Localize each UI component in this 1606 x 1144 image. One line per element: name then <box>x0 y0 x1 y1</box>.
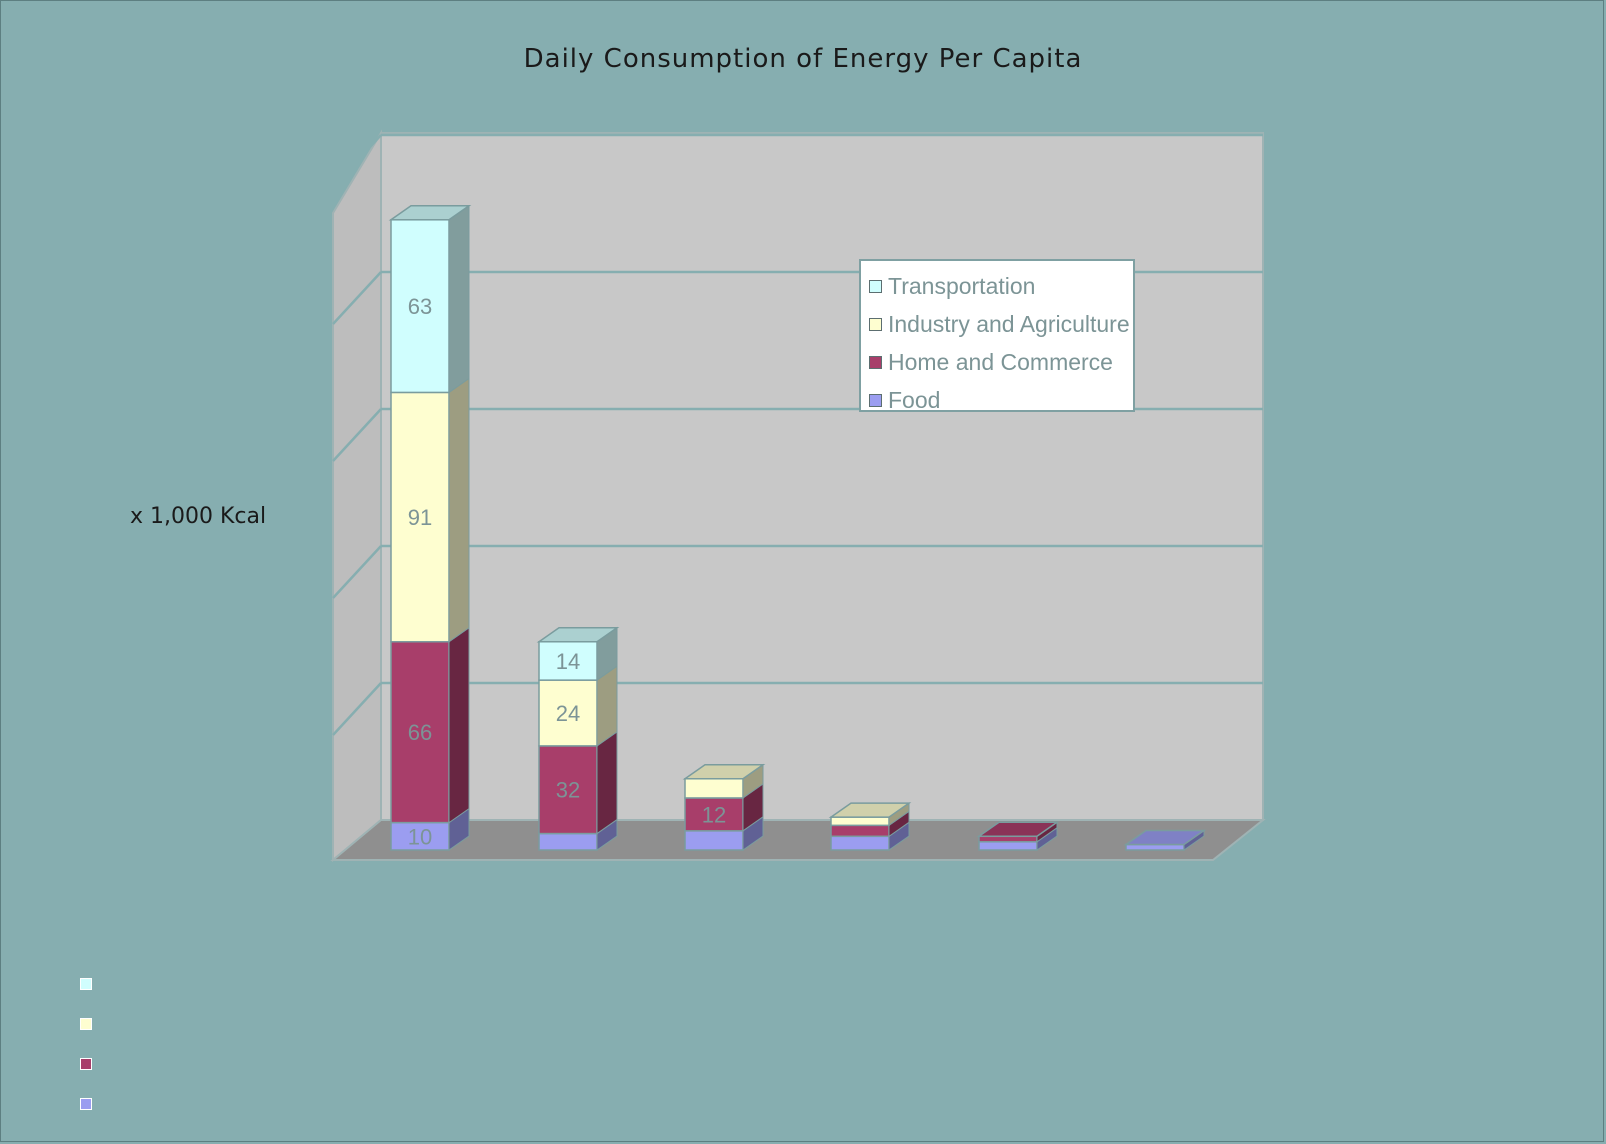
legend-swatch <box>869 317 882 331</box>
bar-segment: 12 <box>684 782 764 832</box>
plot-walls <box>330 129 1266 863</box>
legend-entry: Home and Commerce <box>869 343 1133 381</box>
legend-label: Home and Commerce <box>888 348 1113 375</box>
bar-segment: 66 <box>390 626 470 824</box>
bar-stacks: 10 66 91 63 32 24 14 12 <box>388 204 1207 851</box>
legend-key-swatch <box>80 1058 92 1070</box>
bar-top <box>682 764 766 780</box>
bar-top <box>1123 829 1207 846</box>
bar-segment-front <box>684 830 744 851</box>
bar-top <box>536 627 620 643</box>
bar-segment: 14 <box>538 626 618 682</box>
gridline-side <box>332 134 382 188</box>
legend-label: Industry and Agriculture <box>888 310 1130 337</box>
bar-segment <box>830 821 910 851</box>
bar-segment-side <box>596 730 618 835</box>
bar-segment-front <box>390 391 450 643</box>
bar-segment-front <box>1125 843 1185 851</box>
bar-segment: 32 <box>538 730 618 835</box>
data-label: 91 <box>408 505 432 530</box>
bar-segment-front <box>830 824 890 838</box>
legend-swatch <box>869 393 882 407</box>
plot-floor <box>330 819 1266 861</box>
legend-swatch <box>869 355 882 369</box>
legend-key-swatch <box>80 1018 92 1030</box>
legend: Transportation Industry and Agriculture Ho… <box>859 259 1135 413</box>
bar-segment: 91 <box>390 377 470 643</box>
legend-entry: Transportation <box>869 267 1133 305</box>
legend-label: Food <box>888 386 941 413</box>
bar-segment: 24 <box>538 665 618 747</box>
bar-segment: 63 <box>390 204 470 394</box>
legend-swatch <box>869 279 882 293</box>
data-label: 10 <box>408 824 432 849</box>
legend-label: Transportation <box>888 272 1036 299</box>
gridline-side <box>332 271 382 325</box>
data-label: 12 <box>702 802 726 827</box>
bar-segment-side <box>448 204 470 394</box>
bar-segment <box>538 818 618 851</box>
legend-key-swatch <box>80 978 92 990</box>
data-label: 14 <box>556 649 580 674</box>
bar-segment-side <box>448 377 470 643</box>
bar-segment <box>684 815 764 851</box>
gridline-side <box>332 682 382 736</box>
plot-side-wall <box>332 129 382 863</box>
legend-entry: Industry and Agriculture <box>869 305 1133 343</box>
y-axis-label: x 1,000 Kcal <box>130 504 267 529</box>
bar-top <box>828 802 912 818</box>
bar-segment-front <box>684 797 744 832</box>
bottom-legend-keys <box>80 978 92 1138</box>
data-label: 66 <box>408 720 432 745</box>
bar-segment-front <box>978 835 1038 843</box>
legend-key-swatch <box>80 1098 92 1110</box>
bar-segment-side <box>448 626 470 824</box>
bar-segment-front <box>538 679 598 747</box>
data-label: 63 <box>408 294 432 319</box>
bar-segment-front <box>830 835 890 851</box>
bar-segment-front <box>538 641 598 681</box>
bar-segment-front <box>538 832 598 851</box>
data-label: 32 <box>556 778 580 803</box>
gridline-side <box>332 408 382 462</box>
bar-top <box>976 821 1060 838</box>
chart-title: Daily Consumption of Energy Per Capita <box>523 44 1083 74</box>
bar-segment-front <box>978 841 1038 851</box>
gridline-side <box>332 545 382 599</box>
plot-back-wall <box>380 132 1264 821</box>
data-label: 24 <box>556 701 580 726</box>
bar-segment-front <box>830 816 890 827</box>
bar-top <box>388 205 472 221</box>
bar-segment-front <box>684 778 744 799</box>
legend-entry: Food <box>869 381 1133 419</box>
